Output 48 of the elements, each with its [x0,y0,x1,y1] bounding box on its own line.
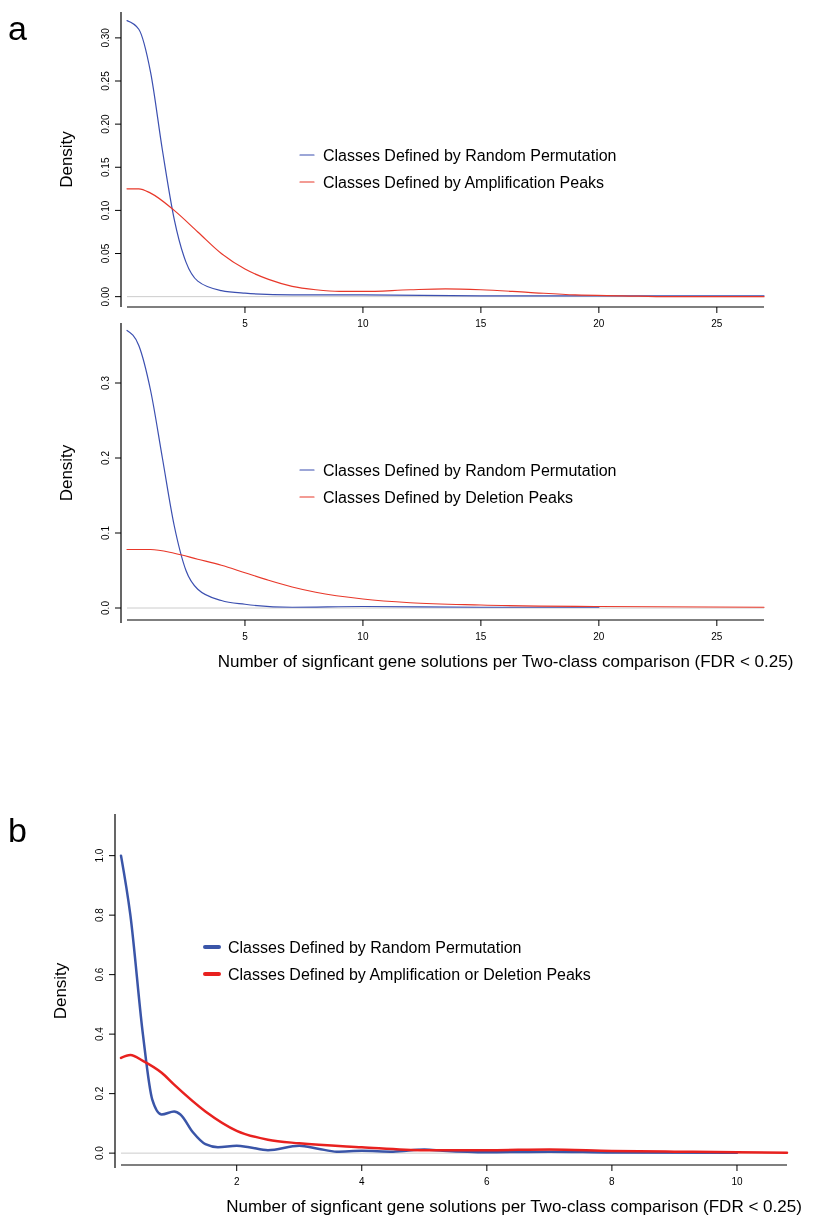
line-series [119,1053,789,1155]
legend-label: Classes Defined by Deletion Peaks [323,489,573,506]
y-tick-label: 0.0 [100,600,111,615]
x-tick-label: 20 [593,318,605,329]
x-tick-label: 10 [357,631,369,642]
x-tick-label: 2 [233,1176,240,1187]
x-axis-title: Number of signficant gene solutions per Two-class comparison (FDR < 0.25) [217,652,794,671]
y-tick-label: 0.2 [100,450,111,465]
x-tick-label: 15 [475,631,487,642]
y-tick-label: 0.2 [94,1086,105,1101]
legend-label: Classes Defined by Amplification or Deletion Peaks [228,966,591,983]
x-tick-label: 6 [484,1176,491,1187]
y-tick-label: 0.6 [94,967,105,982]
y-tick-label: 0.10 [100,200,111,221]
x-tick-label: 25 [711,318,723,329]
x-tick-label: 25 [711,631,723,642]
y-tick-label: 0.00 [100,286,111,307]
text: a [8,9,27,47]
y-tick-label: 0.05 [100,243,111,264]
y-tick-label: 0.0 [94,1145,105,1161]
y-tick-label: 0.3 [100,375,111,390]
x-tick-label: 5 [242,318,249,329]
x-tick-label: 5 [242,631,249,642]
y-tick-label: 0.8 [94,907,105,923]
legend-label: Classes Defined by Random Permutation [323,147,617,164]
x-tick-label: 10 [357,318,369,329]
legend-label: Classes Defined by Random Permutation [323,462,617,479]
y-tick-label: 0.1 [100,525,111,540]
legend-label: Classes Defined by Amplification Peaks [323,174,605,191]
y-tick-label: 0.25 [100,70,111,91]
x-tick-label: 10 [731,1176,743,1187]
y-tick-label: 0.4 [94,1026,105,1042]
x-tick-label: 20 [593,631,605,642]
x-tick-label: 15 [475,318,487,329]
line-series [126,20,765,297]
y-tick-label: 0.30 [100,27,111,48]
y-tick-label: 0.15 [100,157,111,177]
y-axis-title: Density [57,130,76,188]
y-axis-title: Density [57,444,76,502]
legend-label: Classes Defined by Random Permutation [228,939,522,956]
x-tick-label: 4 [358,1176,365,1187]
line-series [126,548,765,608]
y-axis-title: Density [51,962,70,1020]
x-axis-title: Number of signficant gene solutions per Two-class comparison (FDR < 0.25) [226,1197,802,1216]
x-tick-label: 8 [609,1176,616,1187]
y-tick-label: 1.0 [94,848,105,863]
y-tick-label: 0.20 [100,113,111,134]
text: b [8,811,27,849]
